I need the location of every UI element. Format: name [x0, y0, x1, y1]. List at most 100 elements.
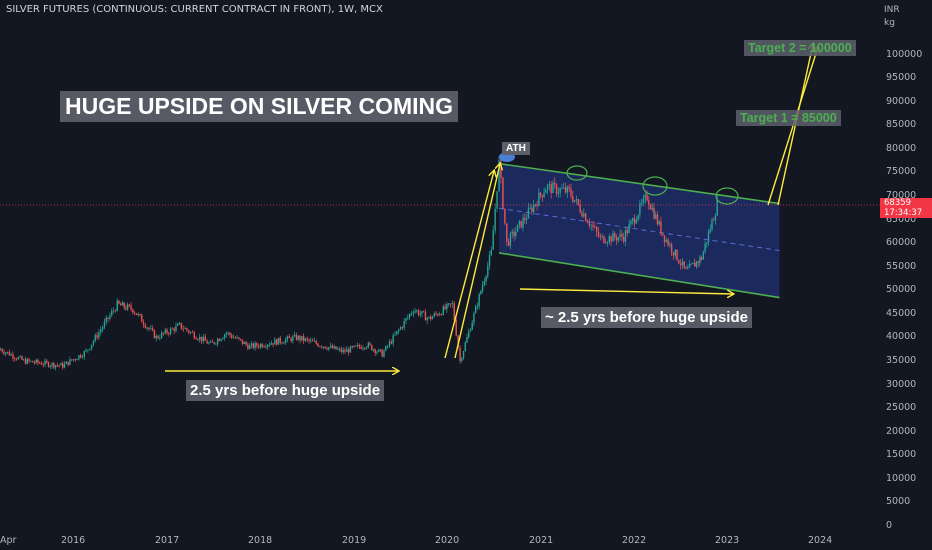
candle [225, 333, 228, 335]
candle [331, 345, 334, 349]
candle [33, 362, 36, 364]
candle [507, 241, 510, 246]
candle [676, 249, 678, 261]
bar-countdown: 17:34:37 [884, 208, 923, 218]
candle [56, 365, 59, 366]
candle [527, 208, 530, 219]
note-right[interactable]: ~ 2.5 yrs before huge upside [541, 307, 752, 328]
candle [430, 316, 432, 320]
candle [295, 334, 298, 340]
candle [116, 300, 118, 311]
candle [322, 346, 325, 348]
candle [704, 244, 706, 252]
candle [631, 218, 634, 221]
time-tick: Apr [0, 535, 17, 546]
candle [405, 318, 407, 321]
candle [378, 349, 380, 352]
price-tick: 75000 [886, 166, 917, 177]
candle [243, 342, 246, 344]
candle [148, 327, 150, 329]
candle [109, 315, 111, 319]
price-tick: 80000 [886, 143, 917, 154]
candle [459, 347, 461, 361]
candle [713, 219, 715, 221]
candle [504, 208, 506, 224]
candle [157, 335, 159, 339]
candle [672, 252, 675, 256]
candle [351, 346, 353, 348]
candle [617, 237, 620, 241]
price-tick: 100000 [886, 49, 923, 60]
candle [690, 263, 692, 265]
candle [21, 356, 23, 360]
candle [595, 227, 598, 232]
candle [583, 213, 585, 217]
candle [550, 184, 552, 193]
candle [358, 345, 361, 347]
impulse-arrow[interactable] [454, 164, 500, 359]
candle [319, 346, 321, 348]
candle [365, 347, 368, 349]
target-2-label[interactable]: Target 2 = 100000 [744, 40, 856, 56]
note-left[interactable]: 2.5 yrs before huge upside [186, 380, 385, 401]
candle [263, 346, 265, 348]
target-1-label[interactable]: Target 1 = 85000 [736, 110, 841, 126]
price-tick: 40000 [886, 331, 917, 342]
candle [28, 359, 30, 362]
candle [259, 344, 262, 348]
candle [699, 257, 701, 263]
candle [337, 349, 339, 350]
candle [403, 320, 405, 328]
candle [655, 214, 657, 219]
candle [173, 328, 175, 332]
candle [628, 224, 630, 233]
candle [211, 341, 214, 343]
channel-upper-line[interactable] [498, 162, 780, 205]
candle [478, 294, 480, 307]
candle [665, 239, 667, 242]
candle [362, 348, 364, 349]
candle [100, 329, 102, 333]
candle [678, 260, 680, 264]
candle [195, 338, 197, 340]
candle [197, 339, 199, 340]
channel-fill [499, 163, 780, 298]
candle [453, 303, 455, 320]
candle [545, 189, 547, 193]
time-tick: 2019 [342, 535, 367, 546]
candle [0, 349, 2, 351]
ath-label[interactable]: ATH [502, 142, 530, 155]
candle [444, 306, 446, 310]
candle [685, 267, 687, 269]
candle [150, 328, 152, 330]
candle [633, 218, 636, 224]
candle [581, 212, 583, 217]
price-tick: 60000 [886, 237, 917, 248]
candle [85, 350, 87, 352]
candle [481, 284, 484, 291]
candle [572, 196, 574, 202]
candle [451, 303, 453, 305]
time-arrow-right[interactable] [519, 288, 733, 294]
headline-note[interactable]: HUGE UPSIDE ON SILVER COMING [60, 91, 459, 122]
candle [40, 363, 43, 365]
candle [416, 310, 418, 312]
candle [599, 236, 602, 238]
candle [1, 349, 3, 352]
candle [329, 345, 332, 348]
time-tick: 2018 [248, 535, 273, 546]
candle [515, 231, 517, 236]
candle [120, 303, 122, 306]
candle [72, 359, 75, 361]
time-tick: 2022 [622, 535, 647, 546]
candle [114, 310, 117, 312]
time-tick: 2023 [715, 535, 740, 546]
candle [169, 328, 172, 334]
candle [284, 339, 287, 343]
projection-arrow[interactable] [767, 47, 818, 206]
impulse-arrow[interactable] [444, 171, 494, 359]
candle [257, 346, 260, 348]
candle [338, 348, 341, 350]
candle [471, 322, 473, 330]
